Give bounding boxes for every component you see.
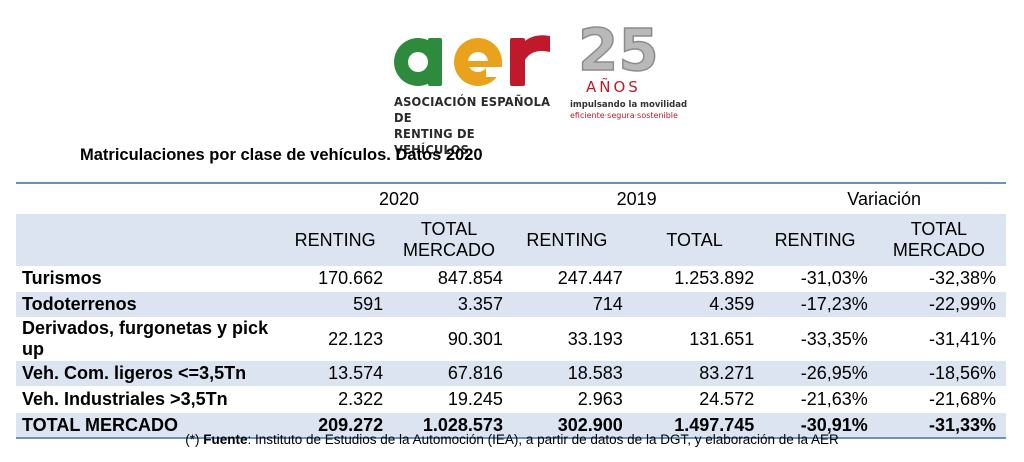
column-header-text: TOTAL	[420, 219, 478, 239]
total-value: 302.900	[510, 412, 635, 439]
cell-value: -17,23%	[762, 291, 882, 318]
anniversary-number: 25	[578, 18, 658, 78]
column-header-text: MERCADO	[892, 240, 985, 260]
cell-value: 3.357	[395, 291, 511, 318]
cell-value: -21,68%	[881, 386, 1006, 413]
total-value: -30,91%	[762, 412, 882, 439]
column-header-row: RENTING TOTAL MERCADO RENTING TOTAL RENT…	[16, 214, 1006, 266]
source-footnote: (*) Fuente: Instituto de Estudios de la …	[0, 432, 1024, 447]
cell-value: -26,95%	[762, 360, 882, 387]
cell-value: 591	[287, 291, 396, 318]
cell-value: 247.447	[510, 266, 635, 292]
total-value: 209.272	[287, 412, 396, 439]
cell-value: 2.322	[287, 386, 396, 413]
column-header-text: TOTAL	[910, 219, 968, 239]
cell-value: 714	[510, 291, 635, 318]
cell-value: 83.271	[634, 360, 763, 387]
column-header-text: RENTING	[526, 229, 608, 250]
column-header-total-mercado-variacion: TOTAL MERCADO	[882, 214, 1006, 266]
row-label: Todoterrenos	[16, 291, 288, 318]
aer-subtitle-line2: RENTING DE VEHÍCULOS	[394, 126, 475, 157]
aer-subtitle: ASOCIACIÓN ESPAÑOLA DE RENTING DE VEHÍCU…	[394, 94, 550, 158]
anniversary-tagline-1: impulsando la movilidad	[570, 100, 688, 110]
cell-value: -22,99%	[881, 291, 1006, 318]
aer-wordmark-graphic	[394, 35, 550, 86]
cell-value: 170.662	[287, 266, 396, 292]
cell-value: 19.245	[395, 386, 511, 413]
cell-value: -32,38%	[881, 266, 1006, 292]
row-label: Veh. Industriales >3,5Tn	[16, 386, 288, 413]
footnote-source-label: Fuente	[203, 432, 248, 447]
aer-logo: ASOCIACIÓN ESPAÑOLA DE RENTING DE VEHÍCU…	[390, 18, 690, 157]
cell-value: -18,56%	[881, 360, 1006, 387]
column-header-text: TOTAL	[666, 229, 723, 250]
anniversary-badge: 25 AÑOS impulsando la movilidad eficient…	[570, 18, 687, 128]
cell-value: -21,63%	[762, 386, 882, 413]
row-label: Veh. Com. ligeros <=3,5Tn	[16, 360, 288, 387]
cell-value: 1.253.892	[634, 266, 763, 292]
table-row: Todoterrenos 591 3.357 714 4.359 -17,23%…	[16, 291, 1006, 318]
cell-value: 4.359	[634, 291, 763, 318]
footnote-prefix: (*)	[185, 432, 204, 447]
anniversary-tagline-2: eficiente·segura·sostenible	[570, 111, 678, 120]
cell-value: 33.193	[510, 317, 635, 361]
total-value: 1.028.573	[395, 412, 511, 439]
cell-value: 90.301	[395, 317, 511, 361]
group-header-2019: 2019	[510, 182, 763, 214]
total-value: -31,33%	[881, 412, 1006, 439]
cell-value: 18.583	[510, 360, 635, 387]
table-title: Matriculaciones por clase de vehículos. …	[80, 146, 483, 164]
cell-value: -31,03%	[762, 266, 882, 292]
total-row: TOTAL MERCADO 209.272 1.028.573 302.900 …	[16, 412, 1006, 439]
total-label: TOTAL MERCADO	[16, 412, 288, 439]
table-row: Turismos 170.662 847.854 247.447 1.253.8…	[16, 266, 1006, 292]
column-header-renting-2019: RENTING	[511, 214, 635, 266]
column-header-total-mercado-2020: TOTAL MERCADO	[395, 214, 511, 266]
column-header-text: RENTING	[294, 229, 376, 250]
cell-value: -31,41%	[881, 317, 1006, 361]
cell-value: 24.572	[634, 386, 763, 413]
cell-value: 847.854	[395, 266, 511, 292]
registrations-table: 2020 2019 Variación RENTING TOTAL MERCAD…	[16, 182, 1006, 439]
column-header-renting-variacion: RENTING	[762, 214, 882, 266]
anniversary-word: AÑOS	[586, 78, 641, 96]
cell-value: -33,35%	[762, 317, 882, 361]
group-header-row: 2020 2019 Variación	[16, 182, 1006, 214]
cell-value: 131.651	[634, 317, 763, 361]
group-header-2020: 2020	[287, 182, 511, 214]
row-label: Turismos	[16, 266, 288, 292]
table-row: Derivados, furgonetas y pick up 22.123 9…	[16, 317, 1006, 361]
anniversary-25-graphic: 25	[578, 18, 658, 78]
aer-wordmark	[390, 18, 560, 88]
column-header-text: RENTING	[774, 229, 856, 250]
group-header-empty	[16, 182, 288, 214]
footnote-text: : Instituto de Estudios de la Automoción…	[247, 432, 839, 447]
table-row: Veh. Com. ligeros <=3,5Tn 13.574 67.816 …	[16, 360, 1006, 387]
aer-subtitle-line1: ASOCIACIÓN ESPAÑOLA DE	[394, 94, 551, 125]
column-header-total-2019: TOTAL	[635, 214, 763, 266]
column-header-renting-2020: RENTING	[287, 214, 395, 266]
cell-value: 22.123	[287, 317, 396, 361]
cell-value: 13.574	[287, 360, 396, 387]
column-header-empty	[16, 214, 287, 266]
total-value: 1.497.745	[634, 412, 763, 439]
table-row: Veh. Industriales >3,5Tn 2.322 19.245 2.…	[16, 386, 1006, 413]
row-label: Derivados, furgonetas y pick up	[16, 317, 288, 361]
group-header-variacion: Variación	[762, 182, 1006, 214]
cell-value: 2.963	[510, 386, 635, 413]
column-header-text: MERCADO	[403, 240, 496, 260]
cell-value: 67.816	[395, 360, 511, 387]
